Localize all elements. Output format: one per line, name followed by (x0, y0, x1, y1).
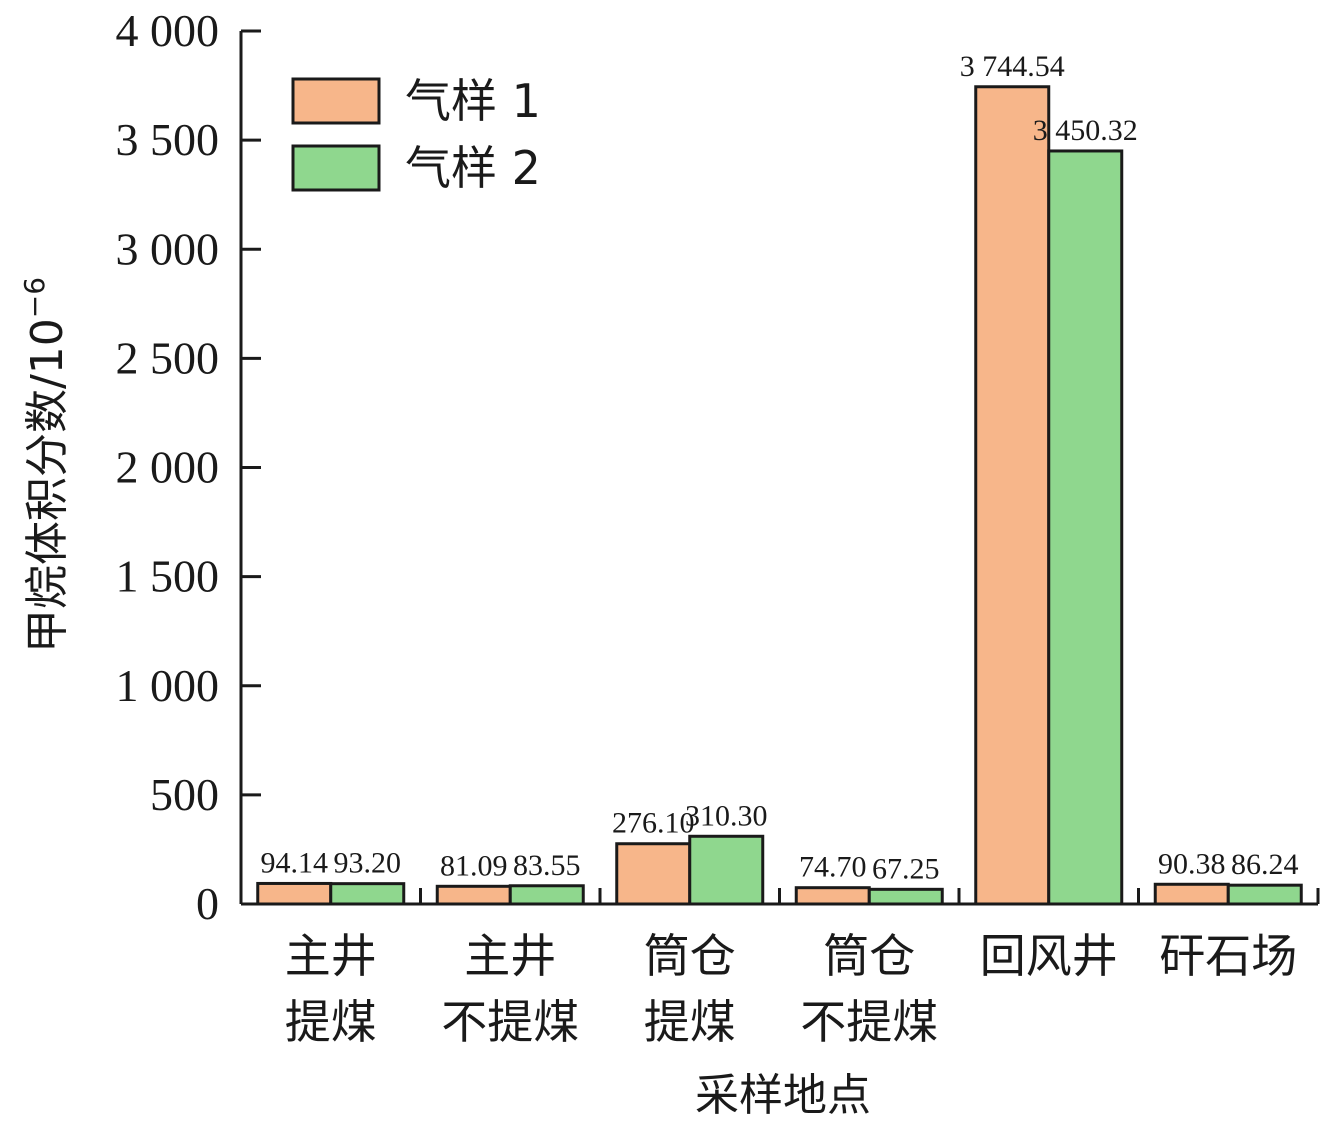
y-tick-label: 1 500 (116, 551, 220, 602)
x-category-label: 不提煤 (800, 995, 938, 1049)
bar-series2 (1047, 149, 1124, 906)
bar-series1 (435, 884, 512, 906)
bar-series2 (688, 834, 765, 906)
bar-series1 (794, 886, 871, 906)
data-label: 83.55 (513, 849, 581, 882)
data-label: 74.70 (799, 851, 867, 884)
data-label: 3 744.54 (960, 50, 1065, 83)
y-axis-title-main: 甲烷体积分数/10 (22, 318, 73, 653)
legend-label: 气样 1 (405, 74, 541, 128)
bar-series2 (508, 884, 585, 906)
y-tick-label: 2 000 (116, 442, 220, 493)
bar-series2 (329, 882, 406, 906)
x-category-label: 矸石场 (1159, 929, 1297, 983)
y-axis-title-superscript: −6 (18, 277, 51, 318)
x-category-label: 提煤 (285, 995, 377, 1049)
bars (256, 85, 1303, 906)
x-category-label: 筒仓 (823, 929, 915, 983)
data-label: 81.09 (440, 849, 508, 882)
y-tick-label: 4 000 (116, 5, 220, 56)
x-category-label: 主井 (285, 929, 377, 983)
y-tick-label: 1 000 (116, 660, 220, 711)
data-label: 94.14 (261, 846, 329, 879)
legend-swatch-series2 (291, 144, 381, 192)
legend-swatch-series1 (291, 77, 381, 125)
y-tick-label: 2 500 (116, 332, 220, 383)
y-tick-label: 500 (150, 769, 219, 820)
data-label: 86.24 (1231, 848, 1299, 881)
bar-series2 (1226, 883, 1303, 906)
y-axis-title: 甲烷体积分数/10−6 (18, 277, 73, 653)
y-tick-label: 0 (196, 878, 219, 929)
bar-series2 (867, 887, 944, 906)
y-tick-label: 3 000 (116, 223, 220, 274)
data-label: 67.25 (872, 852, 940, 885)
x-category-label: 主井 (464, 929, 556, 983)
x-axis-title: 采样地点 (695, 1070, 871, 1121)
bar-series1 (256, 881, 333, 906)
y-tick-label: 3 500 (116, 114, 220, 165)
bar-series1 (1153, 882, 1230, 906)
x-category-label: 不提煤 (441, 995, 579, 1049)
legend: 气样 1 气样 2 (291, 74, 541, 195)
x-category-label: 提煤 (644, 995, 736, 1049)
data-label: 310.30 (685, 799, 768, 832)
data-label: 90.38 (1158, 847, 1226, 880)
data-label: 276.10 (612, 807, 695, 840)
data-label: 3 450.32 (1033, 114, 1138, 147)
y-axis: 0 500 1 000 1 500 2 000 2 500 3 000 3 500 4 000 (116, 5, 261, 929)
legend-label: 气样 2 (405, 141, 541, 195)
bar-series1 (974, 85, 1051, 906)
data-label: 93.20 (334, 847, 402, 880)
x-category-label: 筒仓 (644, 929, 736, 983)
bar-series1 (615, 842, 692, 906)
x-category-label: 回风井 (980, 929, 1118, 983)
